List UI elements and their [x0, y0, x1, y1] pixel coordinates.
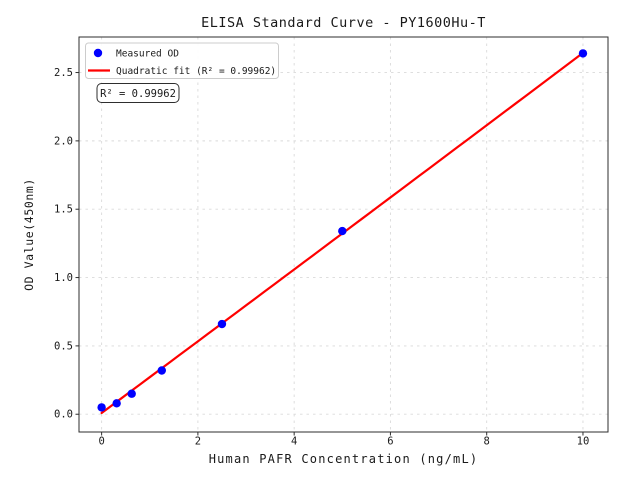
r-squared-annotation: R² = 0.99962: [96, 83, 180, 103]
chart-title: ELISA Standard Curve - PY1600Hu-T: [201, 15, 486, 31]
tick-label-layer: 0 2 4 6 8 10 0.0 0.5 1.0 1.5 2.0 2.5: [54, 67, 589, 447]
data-point: [127, 389, 136, 398]
data-point: [338, 226, 347, 236]
x-tick-label: 2: [195, 436, 201, 448]
data-point: [97, 403, 106, 412]
data-point: [112, 399, 121, 408]
y-tick-label: 1.5: [54, 204, 73, 216]
r-squared-annotation-text: R² = 0.99962: [100, 88, 176, 100]
measured-points-layer: [97, 49, 588, 412]
y-tick-label: 0.5: [54, 340, 73, 352]
data-point: [217, 319, 227, 329]
grid-layer: [79, 37, 608, 432]
y-tick-label: 1.0: [54, 272, 73, 284]
tick-layer: [75, 72, 584, 436]
legend-label-quadratic-fit: Quadratic fit (R² = 0.99962): [116, 66, 276, 77]
y-tick-label: 2.5: [54, 67, 73, 79]
y-tick-label: 0.0: [54, 409, 73, 421]
legend: Measured OD Quadratic fit (R² = 0.99962): [85, 42, 279, 79]
legend-scatter-marker-icon: [93, 48, 103, 58]
x-tick-label: 4: [291, 436, 297, 448]
x-tick-label: 6: [387, 436, 393, 448]
x-axis-label: Human PAFR Concentration (ng/mL): [209, 452, 479, 466]
plot-area-border: [78, 36, 609, 433]
x-tick-label: 0: [98, 436, 104, 448]
x-tick-label: 8: [484, 436, 490, 448]
legend-box: [85, 42, 279, 79]
x-tick-label: 10: [577, 436, 590, 448]
y-tick-label: 2.0: [54, 135, 73, 147]
data-point: [157, 366, 166, 375]
r-squared-annotation-box: [96, 83, 180, 103]
legend-label-measured-od: Measured OD: [116, 49, 179, 60]
data-point: [578, 49, 588, 58]
y-axis-label: OD Value(450nm): [22, 178, 36, 291]
